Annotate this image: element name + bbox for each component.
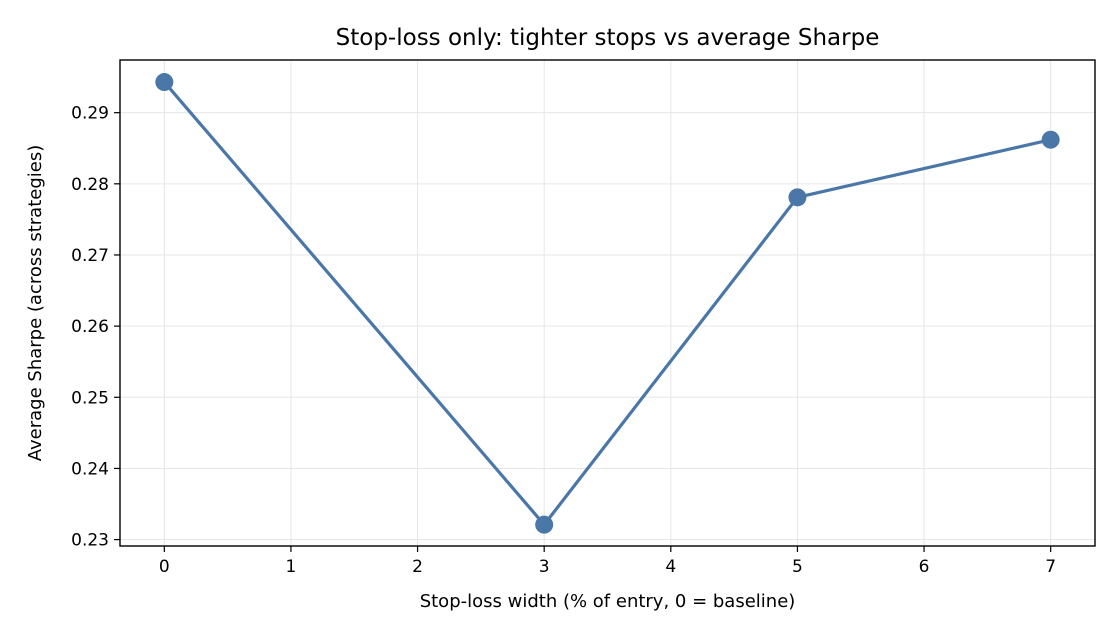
x-tick-label: 0	[159, 557, 170, 577]
y-tick-label: 0.27	[71, 246, 109, 266]
plot-frame	[119, 59, 1096, 547]
x-tick-label: 6	[919, 557, 930, 577]
x-tick-label: 1	[286, 557, 297, 577]
y-axis-label: Average Sharpe (across strategies)	[25, 145, 46, 461]
y-tick-label: 0.29	[71, 104, 109, 124]
x-tick-label: 4	[665, 557, 676, 577]
y-tick-label: 0.26	[71, 317, 109, 337]
y-tick-label: 0.25	[71, 388, 109, 408]
data-point	[788, 188, 807, 207]
series-layer	[155, 73, 1060, 534]
x-tick-label: 2	[412, 557, 423, 577]
series-line	[162, 80, 1053, 527]
grid-layer	[120, 60, 1095, 546]
x-tick-label: 3	[539, 557, 550, 577]
y-tick-label: 0.23	[71, 531, 109, 551]
y-tick-label: 0.28	[71, 175, 109, 195]
x-axis-label: Stop-loss width (% of entry, 0 = baselin…	[420, 591, 796, 612]
data-point	[535, 515, 554, 534]
chart-title: Stop-loss only: tighter stops vs average…	[336, 25, 880, 51]
x-tick-label: 7	[1045, 557, 1056, 577]
data-point	[1041, 130, 1060, 149]
x-tick-label: 5	[792, 557, 803, 577]
y-tick-label: 0.24	[71, 459, 109, 479]
data-point	[155, 73, 174, 92]
tick-layer: 0 1 2 3 4 5 6 7 0.23 0.24 0.25 0.26 0.27 0.28 0.29	[71, 104, 1056, 577]
